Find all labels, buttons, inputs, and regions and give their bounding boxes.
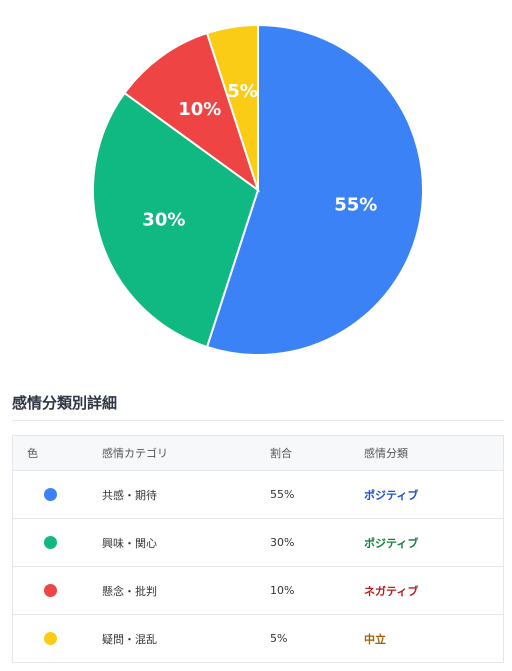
ratio-cell: 55%: [270, 470, 364, 519]
table-row: 疑問・混乱 5% 中立: [13, 615, 504, 663]
pie-slice: [205, 23, 424, 356]
ratio-cell: 5%: [270, 632, 288, 645]
section-title: 感情分類別詳細: [12, 394, 118, 412]
pie-slice-label: 5%: [227, 81, 258, 102]
pie-slice: [205, 23, 259, 191]
classification-cell: ポジティブ: [364, 470, 504, 519]
table-row: 興味・関心 30% ポジティブ: [12, 518, 504, 567]
pie-slice-label: 55%: [334, 194, 377, 215]
title-divider: [12, 420, 504, 421]
classification-cell: ポジティブ: [364, 518, 504, 567]
header-color: 色: [12, 435, 102, 471]
table-row: 共感・期待 55% ポジティブ: [12, 470, 504, 519]
color-dot: [44, 536, 57, 549]
classification-cell: ネガティブ: [364, 566, 504, 615]
category-cell: 懸念・批判: [102, 566, 270, 615]
pie-slice-label: 10%: [178, 99, 221, 120]
classification-cell: 中立: [364, 632, 386, 646]
pie-chart: 55% 30% 10% 5%: [92, 23, 424, 356]
pie-slice-label: 30%: [142, 210, 185, 231]
table-header-row: 色 感情カテゴリ 割合 感情分類: [12, 435, 504, 471]
header-category: 感情カテゴリ: [102, 435, 270, 471]
ratio-cell: 30%: [270, 518, 364, 567]
table-row: 懸念・批判 10% ネガティブ: [12, 566, 504, 615]
category-cell: 興味・関心: [102, 518, 270, 567]
category-cell: 共感・期待: [102, 470, 270, 519]
ratio-cell: 10%: [270, 566, 364, 615]
pie-slice: [92, 91, 260, 349]
color-dot: [44, 584, 57, 597]
pie-slice: [123, 31, 260, 193]
header-ratio: 割合: [270, 435, 364, 471]
header-classification: 感情分類: [364, 435, 504, 471]
color-dot: [44, 488, 57, 501]
emotion-detail-table: 色 感情カテゴリ 割合 感情分類 共感・期待 55% ポジティブ 興味・関心 3…: [12, 435, 504, 663]
color-dot: [44, 632, 57, 645]
category-cell: 疑問・混乱: [102, 632, 157, 646]
pie-chart-svg: 55% 30% 10% 5%: [92, 23, 424, 356]
